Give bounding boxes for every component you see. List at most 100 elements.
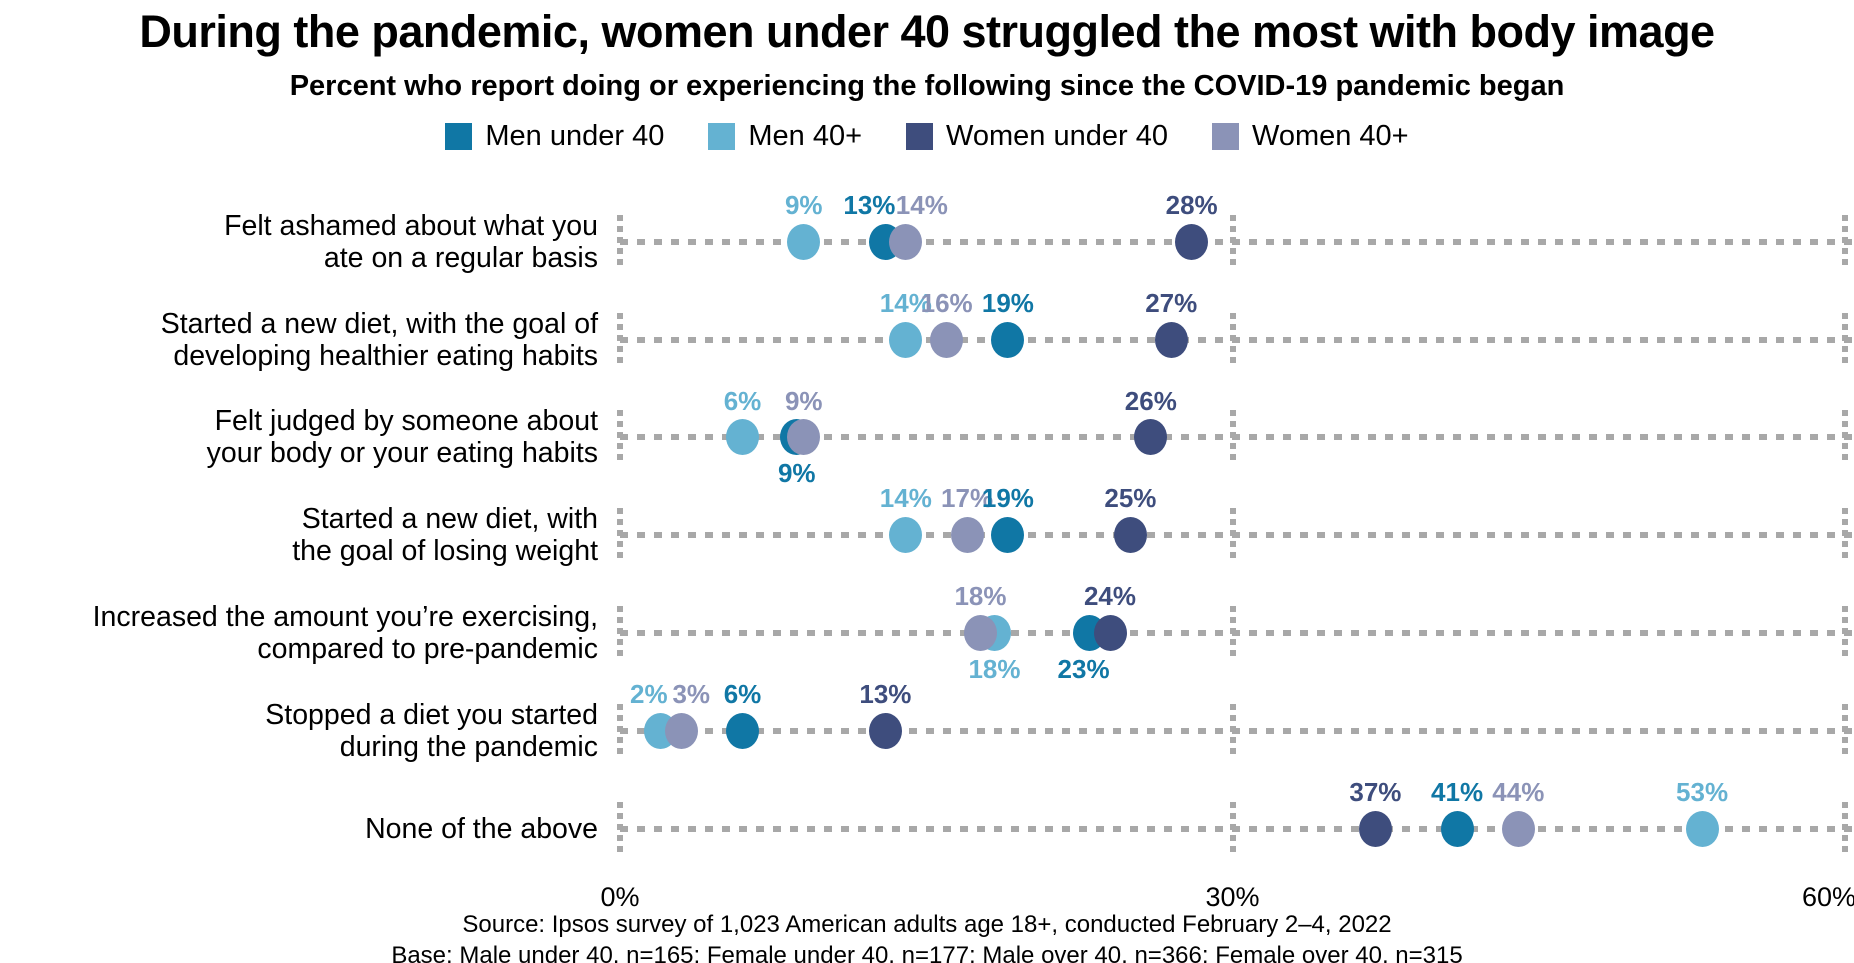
x-axis-tick-label: 60%	[1801, 881, 1854, 912]
row-label: Started a new diet, with the goal of los…	[292, 503, 598, 568]
data-label: 16%	[920, 287, 973, 318]
data-label: 18%	[954, 581, 1007, 612]
data-dot	[1440, 810, 1474, 847]
data-dot	[726, 712, 759, 749]
row-gridline	[620, 532, 1854, 539]
row-gridline	[620, 434, 1854, 441]
legend-item: Women 40+	[1211, 120, 1409, 153]
chart-row: Felt judged by someone about your body o…	[0, 385, 1854, 489]
grid-tick	[1842, 410, 1848, 465]
row-label: Felt ashamed about what you ate on a reg…	[224, 209, 598, 274]
source-note: Source: Ipsos survey of 1,023 American a…	[462, 911, 1392, 938]
grid-tick	[1842, 508, 1848, 563]
data-dot	[664, 712, 698, 749]
data-label: 19%	[981, 287, 1034, 318]
data-dot	[1113, 517, 1147, 554]
data-label: 41%	[1431, 776, 1484, 807]
data-dot	[950, 517, 984, 554]
row-label: Felt judged by someone about your body o…	[206, 405, 598, 470]
data-label: 19%	[981, 483, 1034, 514]
data-dot	[991, 517, 1025, 554]
data-dot	[787, 419, 821, 456]
data-label: 2%	[630, 678, 668, 709]
grid-tick	[1229, 508, 1236, 563]
data-label: 24%	[1083, 581, 1137, 612]
grid-tick	[617, 801, 623, 856]
base-note: Base: Male under 40, n=165; Female under…	[391, 942, 1463, 963]
row-gridline	[620, 825, 1854, 832]
grid-tick	[1229, 312, 1236, 367]
grid-tick	[617, 410, 623, 465]
data-dot	[1175, 223, 1209, 260]
data-dot	[1134, 419, 1168, 456]
grid-tick	[1229, 801, 1236, 856]
data-label: 9%	[777, 458, 816, 489]
chart-row: None of the above 37% 41% 44% 53%	[0, 776, 1854, 878]
data-label: 25%	[1104, 483, 1157, 514]
data-label: 6%	[723, 385, 762, 416]
row-label: Started a new diet, with the goal of dev…	[160, 307, 598, 372]
grid-tick	[1229, 703, 1236, 758]
chart-page: During the pandemic, women under 40 stru…	[0, 6, 1854, 963]
chart-row: Stopped a diet you started during the pa…	[0, 678, 1854, 780]
grid-tick	[1842, 801, 1848, 856]
legend-item: Men 40+	[708, 120, 862, 153]
data-label: 14%	[879, 483, 932, 514]
grid-tick	[1842, 606, 1848, 661]
grid-tick	[1842, 312, 1848, 367]
row-gridline	[620, 336, 1854, 343]
grid-tick	[617, 214, 623, 269]
grid-tick	[617, 312, 623, 367]
chart-row: Started a new diet, with the goal of dev…	[0, 287, 1854, 389]
data-label: 37%	[1349, 776, 1402, 807]
legend: Men under 40 Men 40+ Women under 40 Women 4…	[0, 119, 1854, 153]
data-dot	[868, 712, 902, 749]
data-label: 28%	[1165, 189, 1218, 220]
data-dot	[1501, 810, 1535, 847]
legend-swatch-icon	[708, 122, 736, 150]
data-label: 14%	[895, 189, 948, 220]
row-gridline	[620, 630, 1854, 637]
data-dot	[726, 419, 759, 456]
data-dot	[1154, 321, 1188, 358]
chart-row: Felt ashamed about what you ate on a reg…	[0, 189, 1854, 291]
data-label: 53%	[1676, 776, 1729, 807]
grid-tick	[617, 703, 623, 758]
data-label: 26%	[1124, 385, 1177, 416]
row-label: Increased the amount you’re exercising, …	[92, 601, 598, 666]
data-dot	[889, 321, 923, 358]
data-dot	[991, 321, 1025, 358]
grid-tick	[617, 606, 623, 661]
grid-tick	[1229, 214, 1236, 269]
data-dot	[889, 223, 923, 260]
chart-row: Started a new diet, with the goal of los…	[0, 483, 1854, 584]
data-label: 44%	[1492, 776, 1545, 807]
data-dot	[1093, 615, 1127, 652]
data-label: 18%	[968, 654, 1021, 685]
data-label: 6%	[723, 678, 762, 709]
legend-swatch-icon	[1211, 122, 1239, 150]
x-axis-tick-label: 30%	[1205, 881, 1260, 912]
data-label: 3%	[672, 678, 711, 709]
data-dot	[889, 517, 923, 554]
legend-swatch-icon	[445, 122, 473, 150]
row-label: None of the above	[365, 812, 598, 845]
data-label: 9%	[784, 189, 823, 220]
legend-label: Women under 40	[946, 119, 1168, 152]
data-dot	[930, 321, 964, 358]
data-label: 13%	[843, 189, 896, 220]
data-label: 9%	[784, 385, 823, 416]
row-label: Stopped a diet you started during the pa…	[265, 698, 598, 763]
chart-subtitle: Percent who report doing or experiencing…	[289, 70, 1565, 102]
data-label: 23%	[1057, 654, 1110, 685]
grid-tick	[1842, 214, 1848, 269]
data-dot	[787, 223, 821, 260]
legend-swatch-icon	[906, 122, 934, 150]
x-axis-tick-label: 0%	[600, 881, 640, 912]
legend-label: Men under 40	[485, 119, 665, 152]
chart-row: Increased the amount you’re exercising, …	[0, 581, 1854, 685]
data-dot	[964, 615, 997, 652]
data-label: 13%	[859, 678, 912, 709]
legend-item: Men under 40	[445, 120, 664, 153]
legend-label: Men 40+	[748, 119, 863, 152]
